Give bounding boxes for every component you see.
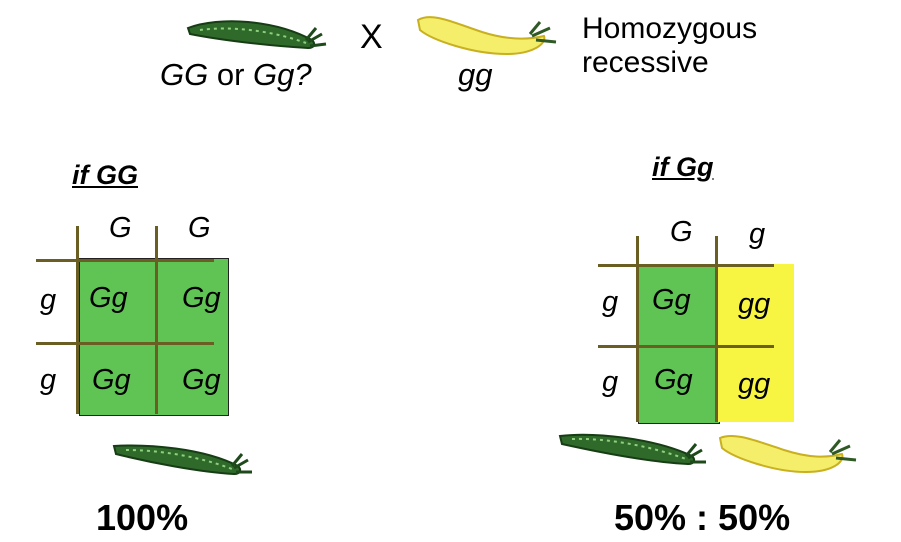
left-grid-horizontal-1 [36, 259, 214, 262]
right-result-ratio: 50% : 50% [614, 497, 791, 538]
left-case-title: if GG [72, 160, 138, 190]
left-cell-2-2: Gg [182, 364, 221, 396]
right-top-allele-2: g [749, 218, 766, 250]
or-text: or [208, 57, 254, 92]
left-top-allele-2: G [188, 212, 211, 244]
left-cell-2-1: Gg [92, 364, 131, 396]
yellow-pea-pod-icon [718, 434, 857, 474]
left-grid-vertical-1 [76, 226, 79, 414]
right-side-allele-2: g [602, 366, 619, 398]
note-line-1: Homozygous [582, 12, 758, 45]
right-cell-2-1: Gg [654, 364, 693, 396]
cross-symbol: X [360, 18, 383, 56]
left-side-allele-1: g [40, 284, 57, 316]
right-grid-horizontal-2 [598, 345, 774, 348]
left-side-allele-2: g [40, 364, 57, 396]
right-grid-vertical-2 [715, 236, 718, 422]
left-cell-1-2: Gg [182, 282, 221, 314]
green-pea-pod-icon [186, 20, 327, 50]
left-cell-1-1: Gg [89, 282, 128, 314]
green-pea-pod-icon [558, 433, 706, 466]
right-yellow-bg [718, 264, 794, 422]
right-cell-1-1: Gg [652, 284, 691, 316]
green-pea-pod-icon [112, 444, 252, 476]
right-top-allele-1: G [670, 216, 693, 248]
left-grid-horizontal-2 [36, 342, 214, 345]
left-result-percent: 100% [96, 497, 189, 538]
right-grid-vertical-1 [636, 236, 639, 422]
parent-genotype-unknown: GG or Gg? [160, 58, 312, 92]
left-top-allele-1: G [109, 212, 132, 244]
right-side-allele-1: g [602, 286, 619, 318]
note-line-2: recessive [582, 46, 709, 79]
right-cell-1-2: gg [738, 288, 771, 320]
right-grid-horizontal-1 [598, 264, 774, 267]
right-cell-2-2: gg [738, 368, 771, 400]
yellow-pea-pod-icon [416, 16, 557, 56]
left-grid-vertical-2 [155, 226, 158, 414]
parent-genotype-recessive: gg [458, 57, 493, 92]
genotype-gg-dominant: GG [160, 57, 209, 92]
left-cell-bg [79, 258, 229, 416]
right-case-title: if Gg [652, 152, 714, 182]
genotype-gg-heterozygous: Gg? [253, 57, 312, 92]
